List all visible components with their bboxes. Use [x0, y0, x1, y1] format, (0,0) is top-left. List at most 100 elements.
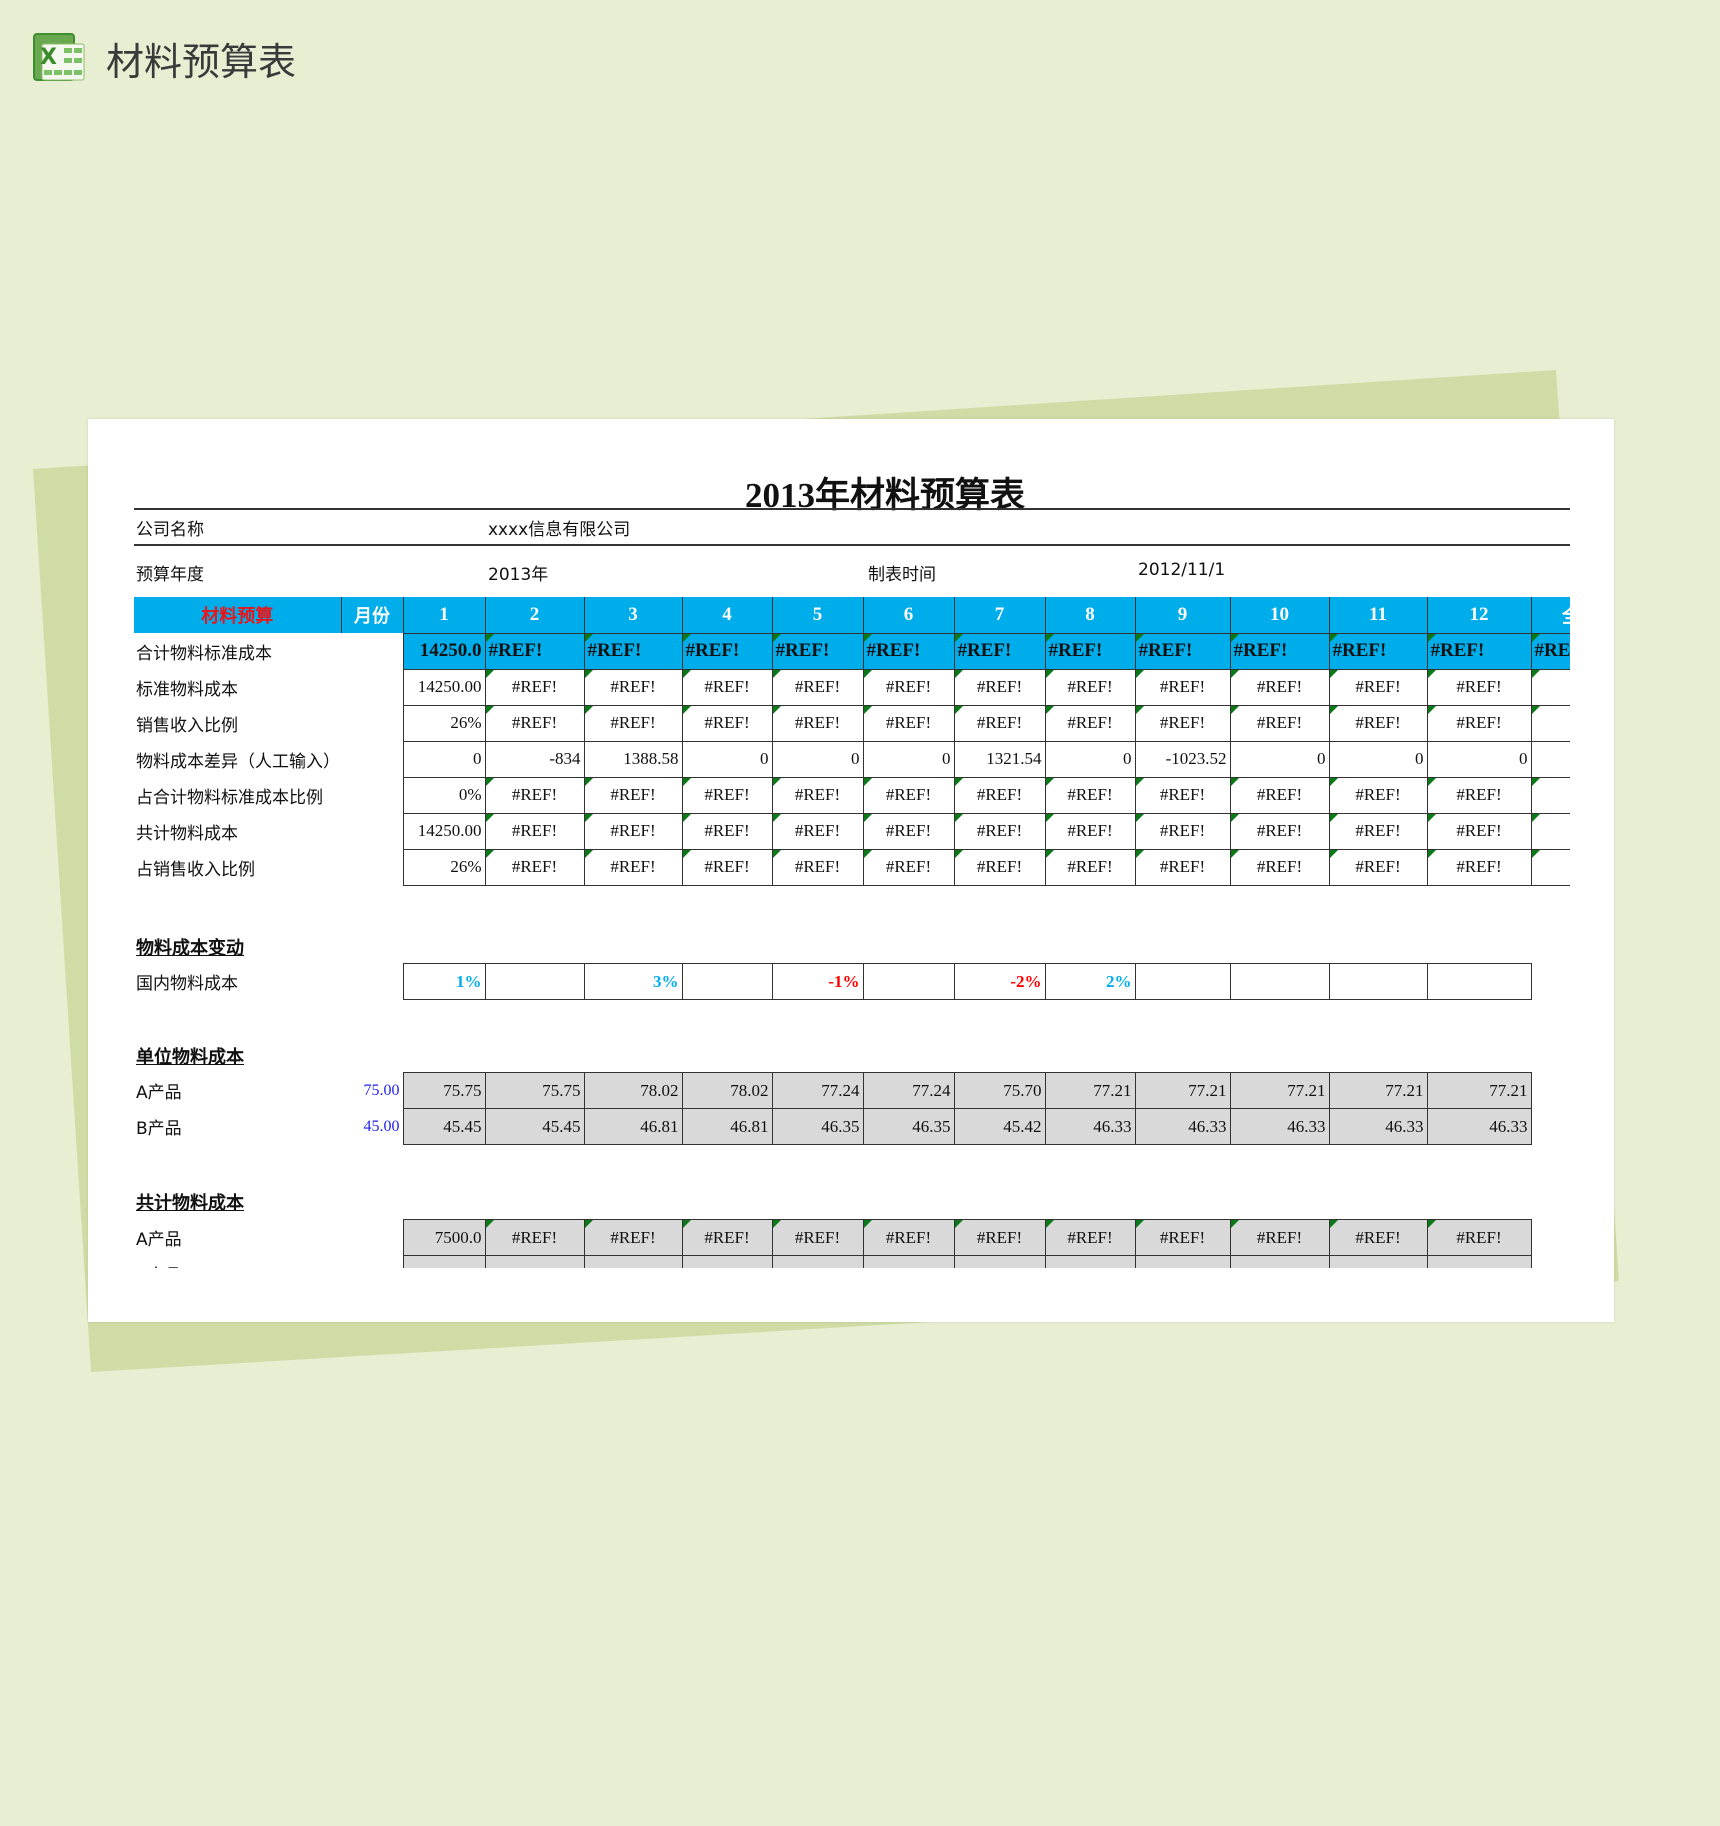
- table-cell[interactable]: 26%: [402, 704, 486, 742]
- table-cell[interactable]: #REF!: [862, 632, 955, 670]
- table-cell[interactable]: #REF!: [1426, 632, 1532, 670]
- table-cell[interactable]: #REF!: [484, 812, 585, 850]
- table-cell[interactable]: #REF!: [1426, 812, 1532, 850]
- table-cell[interactable]: #REF!: [484, 848, 585, 886]
- table-cell[interactable]: 77.21: [1229, 1072, 1330, 1109]
- table-cell[interactable]: #REF!: [681, 776, 773, 814]
- table-cell[interactable]: -834: [484, 740, 585, 778]
- table-cell[interactable]: 45.45: [484, 1108, 585, 1145]
- month-header-6[interactable]: 6: [863, 597, 955, 633]
- table-cell[interactable]: 1%: [402, 963, 486, 1000]
- table-cell[interactable]: #REF!: [583, 812, 683, 850]
- table-cell[interactable]: #REF!: [1328, 1219, 1428, 1256]
- table-cell[interactable]: #REF!: [681, 668, 773, 706]
- table-cell[interactable]: 4540.0: [1134, 1255, 1231, 1268]
- table-cell[interactable]: 77.24: [771, 1072, 864, 1109]
- table-cell[interactable]: #REF!: [1134, 1219, 1231, 1256]
- table-cell[interactable]: 77.21: [1134, 1072, 1231, 1109]
- table-cell[interactable]: 26%: [402, 848, 486, 886]
- table-cell[interactable]: #REF!: [1229, 704, 1330, 742]
- table-cell[interactable]: 4632.7: [1328, 1255, 1428, 1268]
- table-cell[interactable]: 46.33: [1426, 1108, 1532, 1145]
- table-cell[interactable]: #REF!: [1328, 848, 1428, 886]
- month-header-9[interactable]: 9: [1135, 597, 1231, 633]
- table-cell[interactable]: #REF!: [1229, 776, 1330, 814]
- table-cell[interactable]: 46.33: [1134, 1108, 1231, 1145]
- table-cell[interactable]: 75.75: [484, 1072, 585, 1109]
- table-cell[interactable]: #REF!: [1328, 812, 1428, 850]
- table-cell[interactable]: 78.02: [583, 1072, 683, 1109]
- table-cell[interactable]: #REF!: [681, 632, 773, 670]
- table-cell[interactable]: 0: [681, 740, 773, 778]
- table-cell[interactable]: 0%: [402, 776, 486, 814]
- table-cell[interactable]: 1388.58: [583, 740, 683, 778]
- table-cell[interactable]: -2%: [953, 963, 1046, 1000]
- table-cell[interactable]: 75.70: [953, 1072, 1046, 1109]
- table-cell[interactable]: 46.81: [583, 1108, 683, 1145]
- table-cell[interactable]: #REF!: [1134, 848, 1231, 886]
- table-cell[interactable]: [1328, 963, 1428, 1000]
- table-cell[interactable]: #REF!: [1044, 776, 1136, 814]
- table-cell[interactable]: 2%: [1044, 963, 1136, 1000]
- table-cell[interactable]: 77.21: [1044, 1072, 1136, 1109]
- table-cell[interactable]: #REF!: [681, 1219, 773, 1256]
- table-cell[interactable]: #REF!: [1229, 632, 1330, 670]
- table-cell[interactable]: [1426, 963, 1532, 1000]
- table-cell[interactable]: 46.35: [862, 1108, 955, 1145]
- table-cell[interactable]: #REF!: [771, 1219, 864, 1256]
- table-cell[interactable]: 0: [862, 740, 955, 778]
- table-cell[interactable]: 75.75: [402, 1072, 486, 1109]
- table-cell[interactable]: 45.42: [953, 1108, 1046, 1145]
- table-cell[interactable]: #REF!: [1426, 776, 1532, 814]
- table-cell[interactable]: [1530, 740, 1570, 778]
- table-cell[interactable]: #: [1530, 776, 1570, 814]
- table-cell[interactable]: #REF!: [1044, 848, 1136, 886]
- table-cell[interactable]: #REF!: [583, 1219, 683, 1256]
- table-cell[interactable]: 5903.3: [1229, 1255, 1330, 1268]
- table-cell[interactable]: #REF!: [771, 812, 864, 850]
- table-cell[interactable]: 3996.8: [1044, 1255, 1136, 1268]
- table-cell[interactable]: #REF!: [583, 632, 683, 670]
- table-cell[interactable]: 0: [1044, 740, 1136, 778]
- table-cell[interactable]: #REF!: [484, 1219, 585, 1256]
- table-cell[interactable]: 0: [771, 740, 864, 778]
- table-cell[interactable]: 46.33: [1229, 1108, 1330, 1145]
- table-cell[interactable]: 0: [402, 740, 486, 778]
- table-cell[interactable]: #REF!: [681, 704, 773, 742]
- month-header-12[interactable]: 12: [1427, 597, 1532, 633]
- table-cell[interactable]: #REF!: [862, 812, 955, 850]
- table-cell[interactable]: 14250.00: [402, 812, 486, 850]
- table-cell[interactable]: 0: [1229, 740, 1330, 778]
- table-cell[interactable]: 14250.0: [402, 632, 486, 670]
- table-cell[interactable]: #REF!: [1328, 704, 1428, 742]
- month-header-7[interactable]: 7: [954, 597, 1046, 633]
- month-header-5[interactable]: 5: [772, 597, 864, 633]
- table-cell[interactable]: [1229, 963, 1330, 1000]
- table-cell[interactable]: 3%: [583, 963, 683, 1000]
- table-cell[interactable]: 5454.0: [484, 1255, 585, 1268]
- table-cell[interactable]: 46.33: [1328, 1108, 1428, 1145]
- month-header-1[interactable]: 1: [403, 597, 486, 633]
- table-cell[interactable]: #REF!: [1426, 1219, 1532, 1256]
- table-cell[interactable]: #REF!: [484, 776, 585, 814]
- table-cell[interactable]: #REF!: [862, 668, 955, 706]
- month-header-2[interactable]: 2: [485, 597, 585, 633]
- table-cell[interactable]: #REF!: [1134, 812, 1231, 850]
- table-cell[interactable]: #REF!: [771, 848, 864, 886]
- table-cell[interactable]: #REF!: [953, 668, 1046, 706]
- table-cell[interactable]: #REF!: [1328, 776, 1428, 814]
- table-cell[interactable]: #REF!: [862, 1219, 955, 1256]
- table-cell[interactable]: 3151.5: [953, 1255, 1046, 1268]
- table-cell[interactable]: #: [1530, 668, 1570, 706]
- table-cell[interactable]: #REF!: [862, 776, 955, 814]
- table-cell[interactable]: 6750.0: [402, 1255, 486, 1268]
- table-cell[interactable]: 78.02: [681, 1072, 773, 1109]
- table-cell[interactable]: 7500.0: [402, 1219, 486, 1256]
- table-cell[interactable]: 0: [1328, 740, 1428, 778]
- table-cell[interactable]: #REF!: [1530, 632, 1570, 670]
- table-cell[interactable]: #REF!: [1229, 668, 1330, 706]
- table-cell[interactable]: #REF!: [953, 1219, 1046, 1256]
- table-cell[interactable]: #REF!: [953, 632, 1046, 670]
- table-cell[interactable]: 4540.0: [1426, 1255, 1532, 1268]
